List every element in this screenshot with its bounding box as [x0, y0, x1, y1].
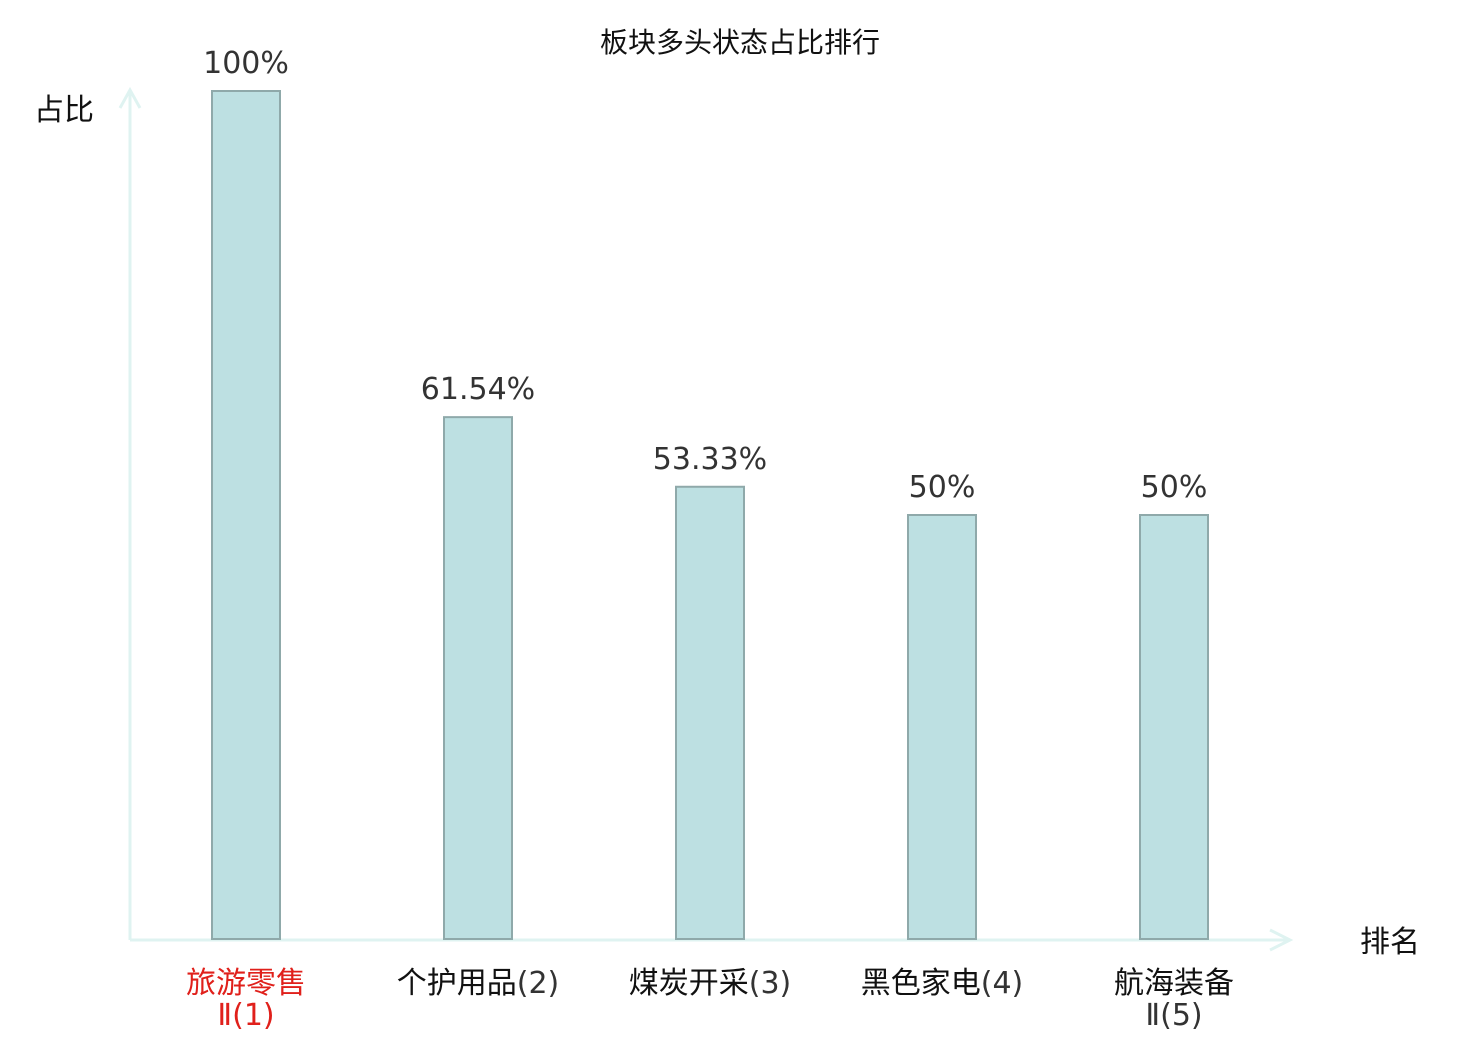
x-tick-label: 航海装备 Ⅱ(5): [1114, 966, 1234, 1033]
bar-value-label: 100%: [203, 46, 289, 81]
bar-5: [1139, 514, 1209, 940]
y-axis-arrow: [118, 86, 142, 109]
bar-value-label: 53.33%: [653, 442, 767, 477]
x-tick-label: 个护用品(2): [397, 966, 560, 1001]
bars-group: 100% 旅游零售 Ⅱ(1) 61.54% 个护用品(2) 53.33% 煤炭开采(3) 50…: [186, 46, 1234, 1033]
x-tick-label: 煤炭开采(3): [629, 966, 792, 1001]
chart-title: 板块多头状态占比排行: [600, 26, 880, 59]
x-axis-arrow: [1269, 928, 1294, 952]
bar-3: [675, 485, 745, 940]
bar-value-label: 61.54%: [421, 372, 535, 407]
bar-2: [443, 416, 513, 940]
y-axis-label: 占比: [34, 93, 94, 128]
bar-value-label: 50%: [909, 470, 976, 505]
x-tick-label: 黑色家电(4): [861, 966, 1024, 1001]
bar-1: [211, 90, 281, 940]
bar-value-label: 50%: [1141, 470, 1208, 505]
x-tick-label: 旅游零售 Ⅱ(1): [186, 966, 306, 1033]
x-axis-label: 排名: [1360, 925, 1420, 960]
bar-4: [907, 514, 977, 940]
